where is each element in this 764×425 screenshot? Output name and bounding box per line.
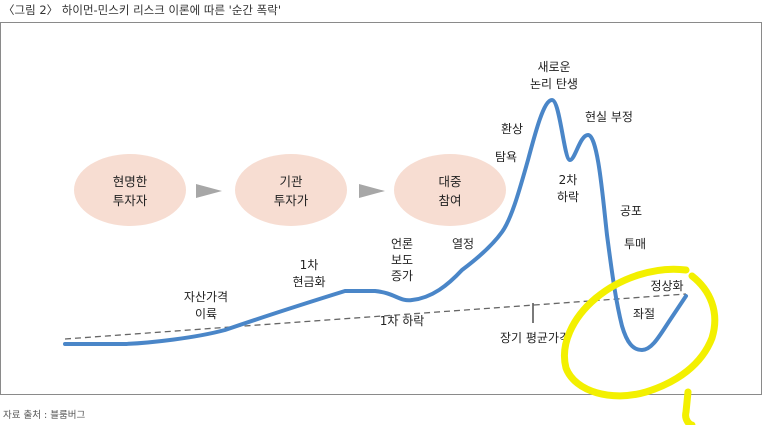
highlight-tail bbox=[682, 388, 696, 425]
label-fear: 공포 bbox=[620, 204, 642, 218]
highlight-circle bbox=[561, 265, 719, 400]
figure-caption: 〈그림 2〉 하이먼-민스키 리스크 이론에 따른 '순간 폭락' bbox=[3, 3, 281, 17]
label-takeoff: 이륙 bbox=[195, 307, 217, 321]
label-despair: 좌절 bbox=[633, 307, 655, 321]
stage-arrow-2 bbox=[359, 184, 385, 198]
source-note: 자료 출처 : 블룸버그 bbox=[3, 410, 86, 421]
label-second-drop-2: 하락 bbox=[557, 190, 579, 204]
label-media-1: 언론 bbox=[391, 237, 413, 251]
stage-2-line2: 투자가 bbox=[274, 193, 309, 208]
stage-3-line1: 대중 bbox=[438, 174, 461, 189]
label-media-3: 증가 bbox=[391, 269, 413, 283]
mean-trend-line bbox=[64, 293, 687, 340]
stage-3-line2: 참여 bbox=[438, 193, 461, 208]
stage-1-line1: 현명한 bbox=[113, 174, 148, 189]
label-delusion: 환상 bbox=[501, 122, 523, 136]
label-new-paradigm-2: 논리 탄생 bbox=[530, 77, 578, 91]
diagram-frame bbox=[0, 22, 762, 395]
stage-2-line1: 기관 bbox=[279, 174, 303, 189]
label-normalization: 정상화 bbox=[650, 279, 683, 293]
label-second-drop-1: 2차 bbox=[559, 173, 578, 187]
stage-arrow-1 bbox=[196, 184, 222, 198]
label-first-drop: 1차 하락 bbox=[380, 314, 425, 328]
label-first-cash-2: 현금화 bbox=[292, 275, 325, 289]
price-curve bbox=[63, 98, 688, 352]
label-enthusiasm: 열정 bbox=[452, 237, 474, 251]
label-first-cash-1: 1차 bbox=[300, 258, 319, 272]
label-long-term-mean: 장기 평균가격 bbox=[500, 331, 570, 345]
label-media-2: 보도 bbox=[391, 253, 413, 267]
stage-oval-2 bbox=[235, 154, 347, 226]
label-capitulation: 투매 bbox=[624, 237, 646, 251]
label-greed: 탐욕 bbox=[495, 150, 517, 164]
label-denial: 현실 부정 bbox=[585, 110, 633, 124]
label-new-paradigm-1: 새로운 bbox=[537, 60, 570, 74]
label-asset-price: 자산가격 bbox=[184, 290, 228, 304]
stage-1-line2: 투자자 bbox=[113, 193, 148, 208]
stage-oval-3 bbox=[394, 154, 506, 226]
stage-oval-1 bbox=[74, 154, 186, 226]
